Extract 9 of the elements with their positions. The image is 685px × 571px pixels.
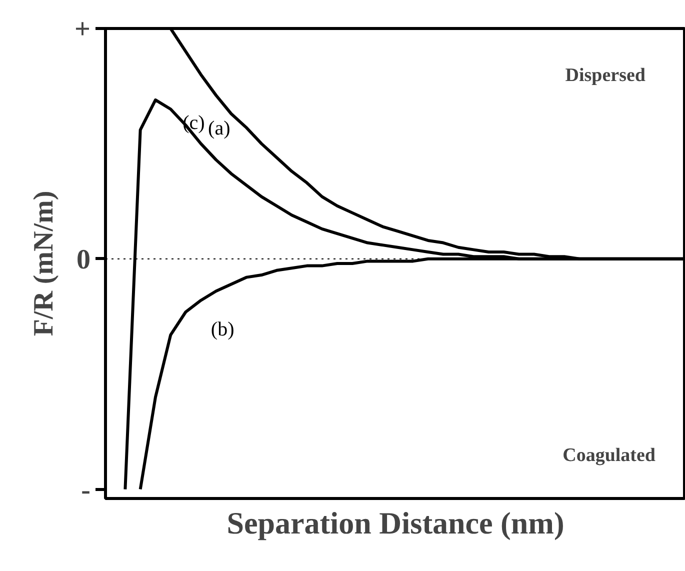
text: - <box>81 474 91 506</box>
x-axis-title: Separation Distance (nm) <box>226 506 564 540</box>
ref-line-label: 0 <box>76 244 90 276</box>
annotation: Dispersed <box>565 65 646 86</box>
series-label: (a) <box>208 117 230 140</box>
y-axis-title: F/R (mN/m) <box>28 190 60 336</box>
text: + <box>74 14 91 45</box>
series-label: (b) <box>210 318 234 340</box>
annotation: Coagulated <box>562 445 656 466</box>
